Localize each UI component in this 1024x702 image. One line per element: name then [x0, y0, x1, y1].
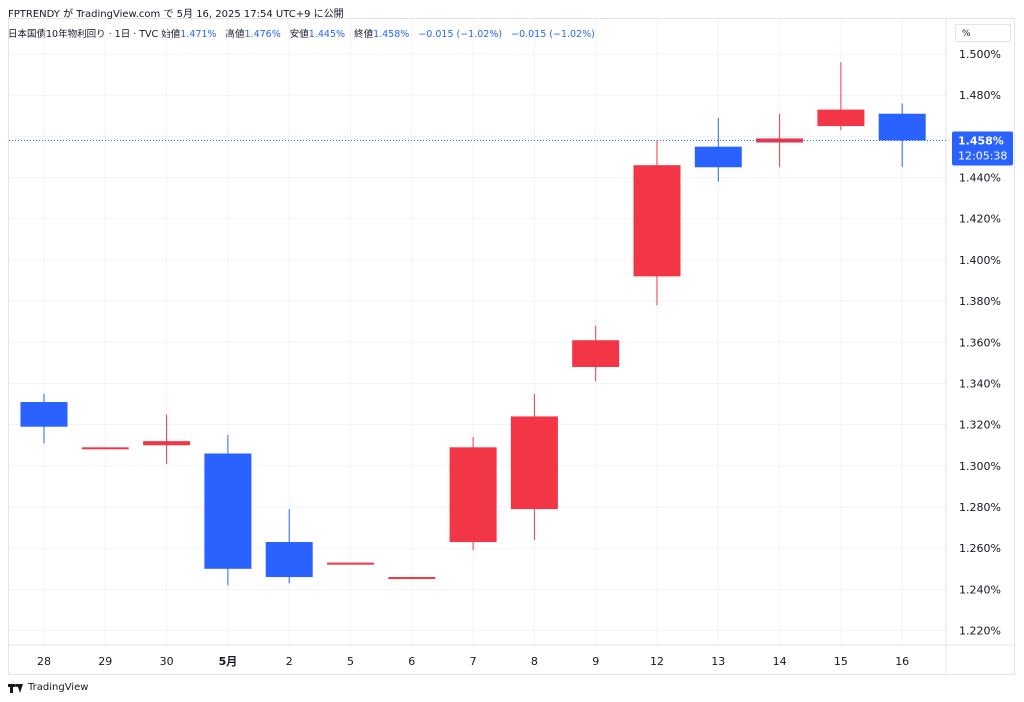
candle-body	[817, 109, 865, 127]
candle	[694, 117, 742, 182]
candle-body	[756, 138, 804, 143]
symbol-label[interactable]: 日本国債10年物利回り · 1日 · TVC	[8, 29, 159, 40]
y-tick-label: 1.320%	[959, 419, 1001, 432]
candle-body	[449, 447, 497, 543]
tradingview-logo-icon[interactable]	[8, 683, 24, 693]
close-value: 1.458%	[373, 29, 410, 40]
y-tick-label: 1.240%	[959, 583, 1001, 596]
unit-toggle-button[interactable]: %	[955, 24, 1011, 42]
candle-body	[20, 402, 68, 427]
candle	[20, 393, 68, 444]
y-tick-label: 1.220%	[959, 625, 1001, 638]
change-value: −0.015 (−1.02%)	[418, 29, 503, 40]
candle	[756, 113, 804, 168]
x-tick-label: 8	[531, 655, 538, 668]
x-tick-label: 7	[470, 655, 477, 668]
high-value: 1.476%	[244, 29, 281, 40]
ohlc-legend: 日本国債10年物利回り · 1日 · TVC 始値1.471% 高値1.476%…	[8, 26, 601, 40]
y-tick-label: 1.300%	[959, 460, 1001, 473]
candle-body	[143, 441, 191, 446]
y-tick-label: 1.280%	[959, 501, 1001, 514]
candle	[265, 509, 313, 584]
countdown-label: 12:05:38	[958, 149, 1007, 162]
candle-body	[81, 447, 129, 450]
y-tick-label: 1.380%	[959, 295, 1001, 308]
candle	[878, 103, 926, 168]
candle-body	[572, 340, 620, 368]
x-tick-label: 14	[773, 655, 787, 668]
y-tick-label: 1.440%	[959, 172, 1001, 185]
y-tick-label: 1.360%	[959, 336, 1001, 349]
candle	[572, 325, 620, 382]
x-tick-label: 9	[592, 655, 599, 668]
x-tick-label: 29	[98, 655, 112, 668]
low-label: 安値	[289, 29, 309, 40]
x-tick-label: 5	[347, 655, 354, 668]
candle-body	[694, 146, 742, 168]
x-tick-label: 15	[834, 655, 848, 668]
candle	[817, 62, 865, 131]
x-tick-label: 13	[711, 655, 725, 668]
x-axis: 28 29 30 5月 2 5 6 7 8 9 12 13 14 15 16	[37, 655, 909, 668]
close-label: 終値	[354, 29, 374, 40]
candle-body	[510, 416, 558, 510]
candle	[449, 437, 497, 551]
x-tick-label: 30	[160, 655, 174, 668]
open-label: 始値	[161, 29, 181, 40]
candle-body	[327, 562, 374, 565]
y-tick-label: 1.420%	[959, 213, 1001, 226]
open-value: 1.471%	[180, 29, 217, 40]
x-tick-label: 28	[37, 655, 51, 668]
candle-body	[265, 542, 313, 578]
candle	[388, 577, 436, 580]
x-tick-label: 16	[895, 655, 909, 668]
candle	[81, 447, 129, 450]
change-value-2: −0.015 (−1.02%)	[511, 29, 595, 40]
candle	[327, 562, 374, 565]
y-tick-label: 1.400%	[959, 254, 1001, 267]
candle-body	[388, 577, 436, 580]
publish-header: FPTRENDY が TradingView.com で 5月 16, 2025…	[8, 9, 344, 20]
x-tick-label: 2	[286, 655, 293, 668]
candle	[510, 393, 558, 540]
footer: TradingView	[8, 682, 88, 693]
candles	[20, 62, 926, 586]
y-tick-label: 1.340%	[959, 377, 1001, 390]
x-tick-label: 5月	[219, 655, 238, 668]
last-price-tag	[952, 131, 1013, 166]
y-tick-label: 1.260%	[959, 542, 1001, 555]
x-tick-label: 6	[408, 655, 415, 668]
high-label: 高値	[225, 29, 245, 40]
candle-body	[878, 113, 926, 141]
candle	[143, 414, 191, 464]
y-tick-label: 1.480%	[959, 89, 1001, 102]
x-tick-label: 12	[650, 655, 664, 668]
candle	[633, 140, 681, 306]
footer-brand[interactable]: TradingView	[28, 682, 89, 693]
candle-body	[204, 453, 252, 569]
last-price-marker: 1.458% 12:05:38	[9, 131, 1013, 166]
y-tick-label: 1.500%	[959, 48, 1001, 61]
last-price-label: 1.458%	[958, 134, 1004, 147]
candle-body	[633, 165, 681, 277]
low-value: 1.445%	[308, 29, 346, 40]
candle	[204, 434, 252, 586]
